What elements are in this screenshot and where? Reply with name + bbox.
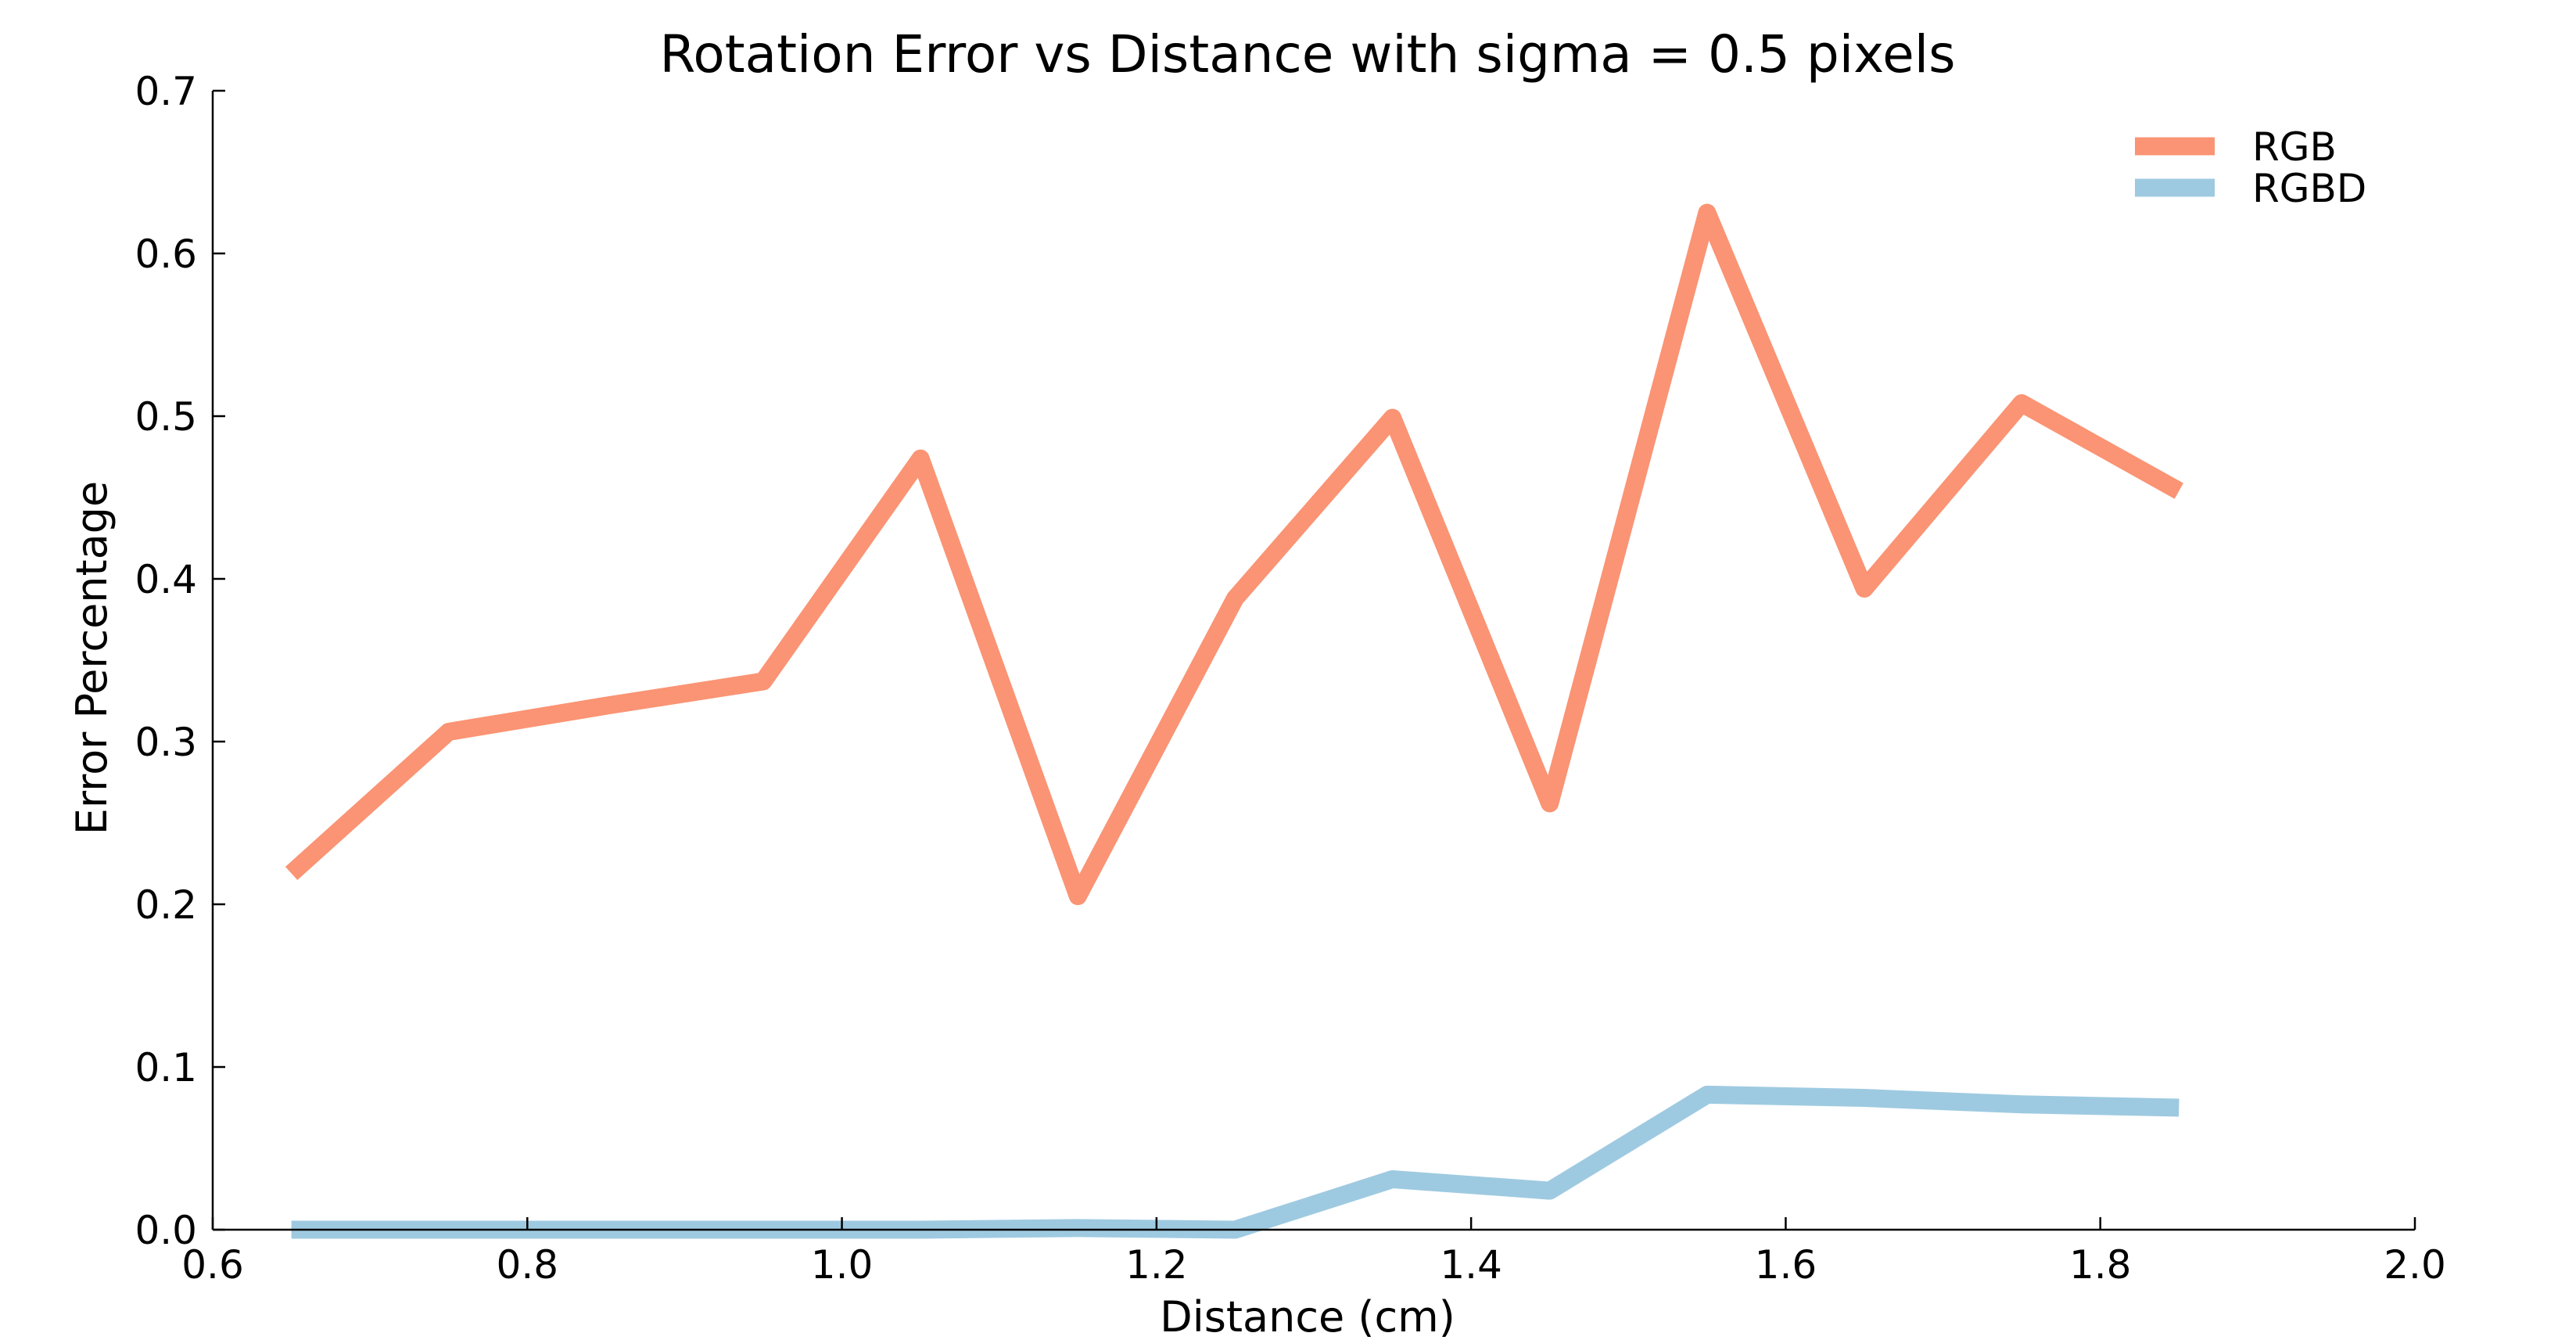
x-tick-label: 2.0 (2384, 1242, 2446, 1288)
legend-label: RGB (2252, 124, 2337, 170)
y-tick-label: 0.7 (135, 69, 197, 114)
series-line-rgbd (291, 1085, 2180, 1239)
x-tick-label: 0.6 (181, 1242, 244, 1288)
x-tick-label: 0.8 (497, 1242, 559, 1288)
y-tick-label: 0.0 (135, 1208, 197, 1253)
chart-title: Rotation Error vs Distance with sigma = … (660, 24, 1956, 84)
y-axis-ticks: 0.0 0.1 0.2 0.3 0.4 0.5 0.6 0.7 (135, 69, 225, 1253)
y-tick-label: 0.6 (135, 232, 197, 277)
x-tick-label: 1.0 (811, 1242, 874, 1288)
legend-item-rgbd: RGBD (2135, 166, 2366, 211)
y-tick-label: 0.5 (135, 394, 197, 440)
legend-item-rgb: RGB (2135, 124, 2337, 170)
legend-label: RGBD (2252, 166, 2366, 211)
y-tick-label: 0.3 (135, 720, 197, 765)
series-group (285, 203, 2183, 1239)
x-axis-ticks: 0.6 0.8 1.0 1.2 1.4 1.6 1.8 2.0 (181, 1217, 2446, 1288)
y-axis-label: Error Percentage (67, 481, 117, 835)
plot-area: 0.6 0.8 1.0 1.2 1.4 1.6 1.8 2.0 0.0 0.1 0.2 0.3 0.4… (135, 69, 2445, 1288)
y-tick-label: 0.2 (135, 882, 197, 928)
x-tick-label: 1.2 (1125, 1242, 1188, 1288)
series-line-rgb (285, 203, 2183, 906)
x-tick-label: 1.4 (1440, 1242, 1502, 1288)
y-tick-label: 0.4 (135, 557, 197, 602)
y-tick-label: 0.1 (135, 1045, 197, 1090)
x-axis-label: Distance (cm) (1160, 1292, 1455, 1340)
x-tick-label: 1.8 (2069, 1242, 2132, 1288)
x-tick-label: 1.6 (1755, 1242, 1817, 1288)
